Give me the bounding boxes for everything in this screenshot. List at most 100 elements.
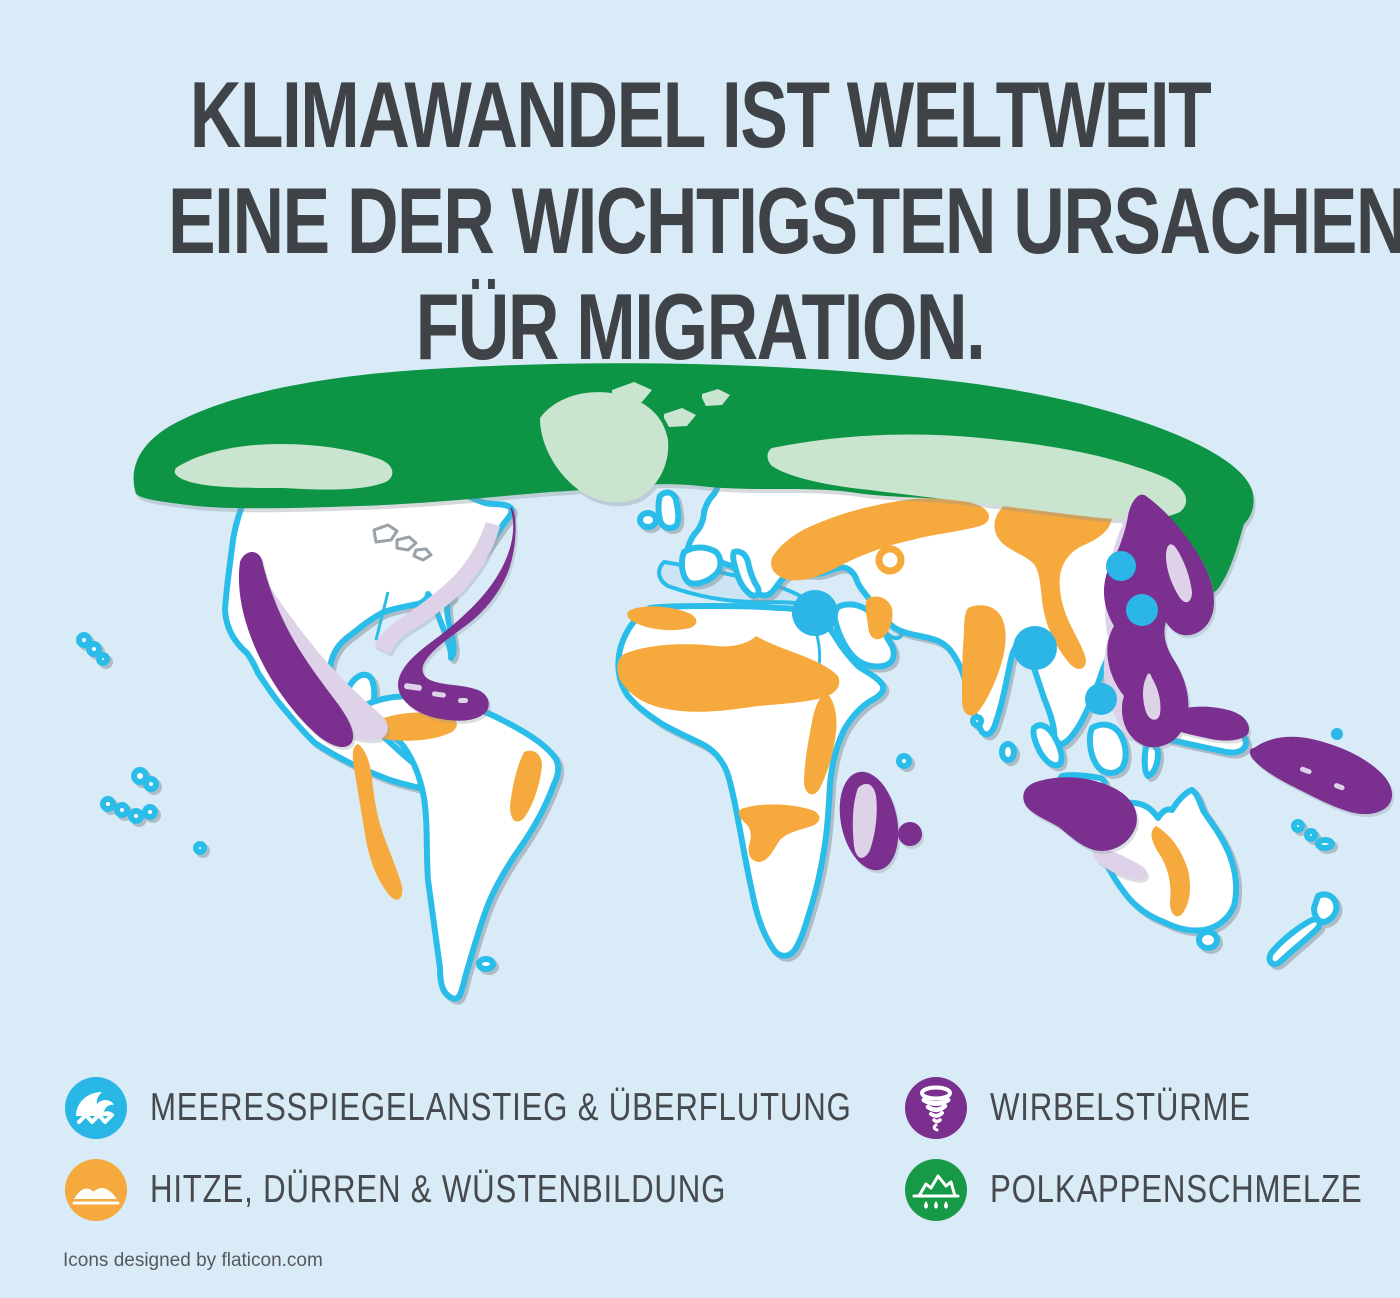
polynesia-5 [128, 808, 144, 824]
overlay-polar-ice [133, 363, 1254, 597]
wave-icon [65, 1077, 127, 1139]
footer-credit: Icons designed by flaticon.com [63, 1250, 323, 1271]
ireland [637, 510, 659, 530]
world-map-svg [76, 363, 1393, 1002]
hawaii-2 [86, 641, 102, 657]
legend-item-sea-level: MEERESSPIEGELANSTIEG & ÜBERFLUTUNG [64, 1076, 1027, 1140]
heat-caspian-east [875, 545, 905, 575]
arctic-islands-4 [702, 389, 730, 406]
storm-south-pacific [1249, 736, 1393, 815]
legend-label-sea-level: MEERESSPIEGELANSTIEG & ÜBERFLUTUNG [150, 1086, 852, 1129]
new-zealand-north [1311, 891, 1340, 925]
heat-sa-north [365, 712, 457, 741]
legend-item-heat: HITZE, DÜRREN & WÜSTENBILDUNG [64, 1158, 870, 1222]
vanuatu-2 [1304, 828, 1318, 842]
heat-east-africa [804, 692, 837, 795]
hawaii-3 [96, 652, 110, 666]
polynesia-6 [142, 804, 158, 820]
arctic-alaska-canada [174, 444, 393, 490]
inner-pacific-isle-1 [1300, 766, 1312, 775]
heat-mongolia-china [994, 470, 1112, 669]
polynesia-3 [100, 796, 116, 812]
overlay-heat-drought [352, 470, 1190, 917]
inner-antilles [458, 698, 468, 703]
flood-ganges-delta [1013, 626, 1057, 670]
heat-ne-brazil [510, 750, 542, 822]
polynesia-2 [143, 776, 159, 792]
hawaii-1 [76, 632, 92, 648]
borneo [1086, 721, 1129, 776]
flood-yangtze-delta [1126, 594, 1158, 626]
ice-band [133, 363, 1254, 597]
arctic-siberia [767, 434, 1187, 520]
storm-na-east-caribbean [398, 507, 516, 721]
arctic-islands-3 [664, 408, 696, 427]
arctic-greenland [540, 392, 669, 503]
legend-item-storms: WIRBELSTÜRME [904, 1076, 1316, 1140]
indian-ocean-isle-2 [970, 714, 984, 728]
legend-label-storms: WIRBELSTÜRME [990, 1086, 1251, 1129]
flood-nile-delta [792, 590, 838, 636]
vanuatu-3 [1315, 837, 1335, 851]
storm-mauritius [898, 822, 922, 846]
mississippi-river [374, 591, 390, 641]
legend-item-ice-melt: POLKAPPENSCHMELZE [904, 1158, 1400, 1222]
storm-new-guinea [1160, 706, 1250, 741]
heat-steppe-west [771, 498, 989, 581]
storm-na-west-coast [238, 551, 354, 748]
italy [730, 548, 762, 599]
flood-mekong-delta [1085, 683, 1117, 715]
iberia [678, 544, 724, 587]
overlay-flood-dots [792, 551, 1343, 740]
great-lake-1 [372, 523, 399, 544]
inner-cuba-1 [404, 683, 422, 691]
icecap-icon [905, 1159, 967, 1221]
south-america [354, 693, 562, 1002]
indian-ocean-isle-1 [896, 753, 912, 769]
flood-pacific-atoll [1331, 728, 1343, 740]
vanuatu-1 [1291, 819, 1305, 833]
title-line-2: EINE DER WICHTIGSTEN URSACHEN [168, 168, 1400, 274]
fringe-na-east [374, 522, 500, 654]
polynesia-7 [193, 841, 207, 855]
fringe-australia-nw [1093, 846, 1147, 880]
inner-cuba-2 [431, 691, 446, 698]
tasmania [1196, 929, 1220, 951]
arctic-iceland [614, 449, 644, 468]
inner-japan [1166, 544, 1192, 603]
polynesia-1 [131, 767, 149, 785]
world-map [0, 348, 1400, 1090]
storm-australia-nw [1023, 777, 1137, 851]
heat-southern-africa [738, 804, 820, 862]
fringe-na-west [242, 556, 388, 741]
arctic-land [174, 382, 1187, 593]
great-lake-2 [395, 535, 418, 552]
legend-label-ice-melt: POLKAPPENSCHMELZE [990, 1168, 1363, 1211]
overlay-storm-inner-land [404, 544, 1345, 858]
desert-icon [65, 1159, 127, 1221]
new-zealand-south [1266, 916, 1323, 968]
flood-bohai [1106, 551, 1136, 581]
inner-pacific-isle-2 [1333, 783, 1345, 791]
heat-iran-india [962, 605, 1006, 716]
polynesia-4 [114, 802, 130, 818]
inner-philippines [1143, 673, 1161, 720]
heat-maghreb [627, 606, 697, 631]
heat-andes [352, 744, 403, 900]
heat-sahara-sahel [617, 636, 840, 712]
sulawesi [1141, 741, 1161, 779]
sumatra [1030, 722, 1065, 769]
great-britain [655, 489, 682, 531]
title-line-3: FÜR MIGRATION. [415, 274, 986, 380]
falkland-islands [476, 956, 496, 972]
great-lake-3 [412, 547, 433, 562]
page-title: KLIMAWANDEL IST WELTWEIT EINE DER WICHTI… [0, 62, 1400, 381]
legend-label-heat: HITZE, DÜRREN & WÜSTENBILDUNG [150, 1168, 727, 1211]
heat-arabia [865, 596, 893, 640]
inner-madagascar [852, 783, 877, 858]
tornado-icon [905, 1077, 967, 1139]
heat-australia [1151, 826, 1190, 917]
sri-lanka [999, 741, 1017, 763]
title-line-1: KLIMAWANDEL IST WELTWEIT [189, 62, 1212, 167]
